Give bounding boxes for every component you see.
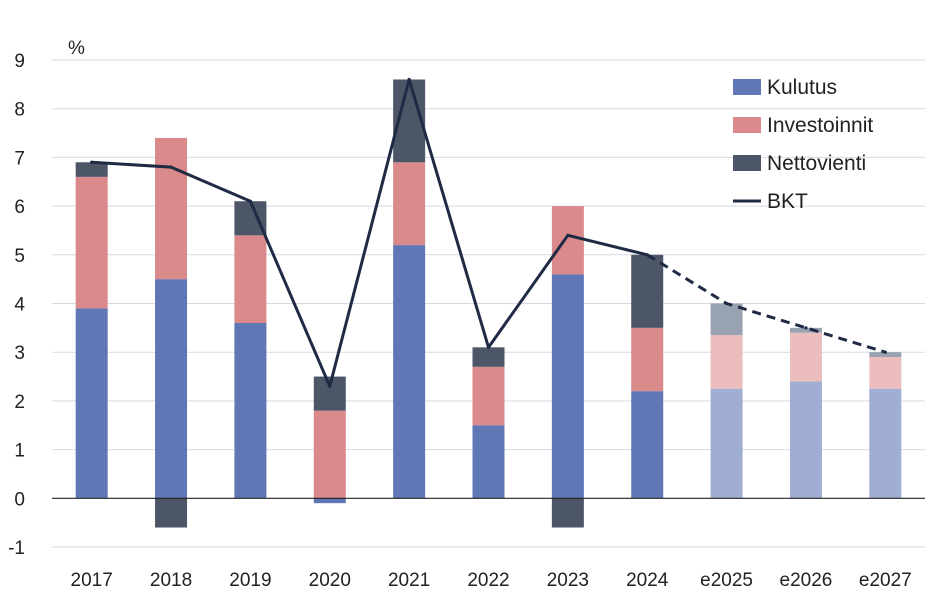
bar-investoinnit-2024 [631,327,664,392]
bar-kulutus-e2027 [869,388,902,499]
x-tick-label: 2022 [467,570,509,591]
y-tick-label: 4 [14,295,25,316]
bar-kulutus-2018 [155,279,188,499]
x-tick-label: e2027 [859,570,912,591]
bar-kulutus-2019 [234,322,267,499]
bkt-point-2024 [645,253,649,257]
bkt-point-2019 [248,199,253,203]
legend-label-bkt: BKT [767,190,808,213]
bar-investoinnit-e2026 [789,332,822,382]
x-tick-label: e2025 [700,570,753,591]
legend: Kulutus Investoinnit Nettovienti BKT [733,76,873,213]
bkt-point-2022 [486,345,491,349]
bar-kulutus-e2026 [789,381,822,499]
bkt-point-2021 [407,77,411,82]
x-tick-label: 2018 [150,570,192,591]
bkt-line [90,77,887,388]
x-tick-label: 2024 [626,570,669,591]
legend-label-investoinnit: Investoinnit [767,114,873,137]
bar-kulutus-2024 [631,391,664,499]
x-tick-label: 2023 [547,570,589,591]
y-tick-label: 1 [14,441,25,462]
x-tick-label: 2020 [309,570,351,591]
bar-investoinnit-2018 [155,137,188,280]
y-tick-label: 3 [14,343,25,364]
bar-nettovienti-e2025 [710,303,743,336]
x-tick-label: 2021 [388,570,430,591]
grid-lines [52,59,925,548]
x-tick-label: 2017 [71,570,113,591]
bar-kulutus-2021 [393,245,426,499]
bkt-line-forecast [646,253,886,354]
legend-label-nettovienti: Nettovienti [767,152,866,175]
bar-investoinnit-e2025 [710,335,743,389]
bkt-point-e2027 [883,350,887,354]
y-tick-label: 5 [14,246,25,267]
bar-investoinnit-2020 [313,410,346,499]
y-tick-label: 6 [14,197,25,218]
y-tick-label: 9 [14,51,25,72]
bkt-line-actual [91,77,648,388]
bkt-point-e2026 [804,326,808,330]
bars [75,79,902,528]
x-axis-ticks: 2017 2018 2019 2020 2021 2022 2023 2024 e2025 e20… [71,570,912,591]
y-tick-label: -1 [8,538,25,559]
bkt-point-2020 [328,384,332,388]
legend-swatch-kulutus [733,79,761,95]
x-tick-label: e2026 [780,570,833,591]
bar-investoinnit-e2027 [869,357,902,389]
x-tick-label: 2019 [229,570,271,591]
bar-nettovienti-e2027 [869,352,902,358]
bar-investoinnit-2017 [75,176,108,309]
bar-nettovienti-2017 [75,162,108,177]
bkt-point-2018 [169,165,173,169]
bar-investoinnit-2021 [393,162,426,246]
bar-nettovienti-2024 [631,254,664,328]
bar-investoinnit-2019 [234,235,267,323]
legend-swatch-investoinnit [733,117,761,133]
bkt-point-2017 [90,160,94,164]
bkt-point-e2025 [724,301,729,306]
y-axis-label: % [68,38,85,59]
y-axis-ticks: -1 0 1 2 3 4 5 6 7 8 9 [8,51,25,559]
legend-label-kulutus: Kulutus [767,76,837,99]
bar-investoinnit-2022 [472,366,505,426]
y-tick-label: 8 [14,100,25,121]
bar-nettovienti-2022 [472,347,505,367]
bar-kulutus-e2025 [710,388,743,499]
bar-nettovienti-e2026 [789,327,822,333]
y-tick-label: 2 [14,392,25,413]
y-tick-label: 0 [14,489,25,510]
bar-nettovienti-2023 [551,498,584,528]
bar-kulutus-2017 [75,308,108,499]
bar-kulutus-2023 [551,274,584,499]
legend-swatch-nettovienti [733,155,761,171]
bar-kulutus-2022 [472,425,505,499]
y-tick-label: 7 [14,148,25,169]
bar-nettovienti-2018 [155,498,188,528]
bkt-point-2023 [566,233,570,237]
bar-investoinnit-2023 [551,206,584,275]
bar-kulutus-2020 [313,498,346,504]
